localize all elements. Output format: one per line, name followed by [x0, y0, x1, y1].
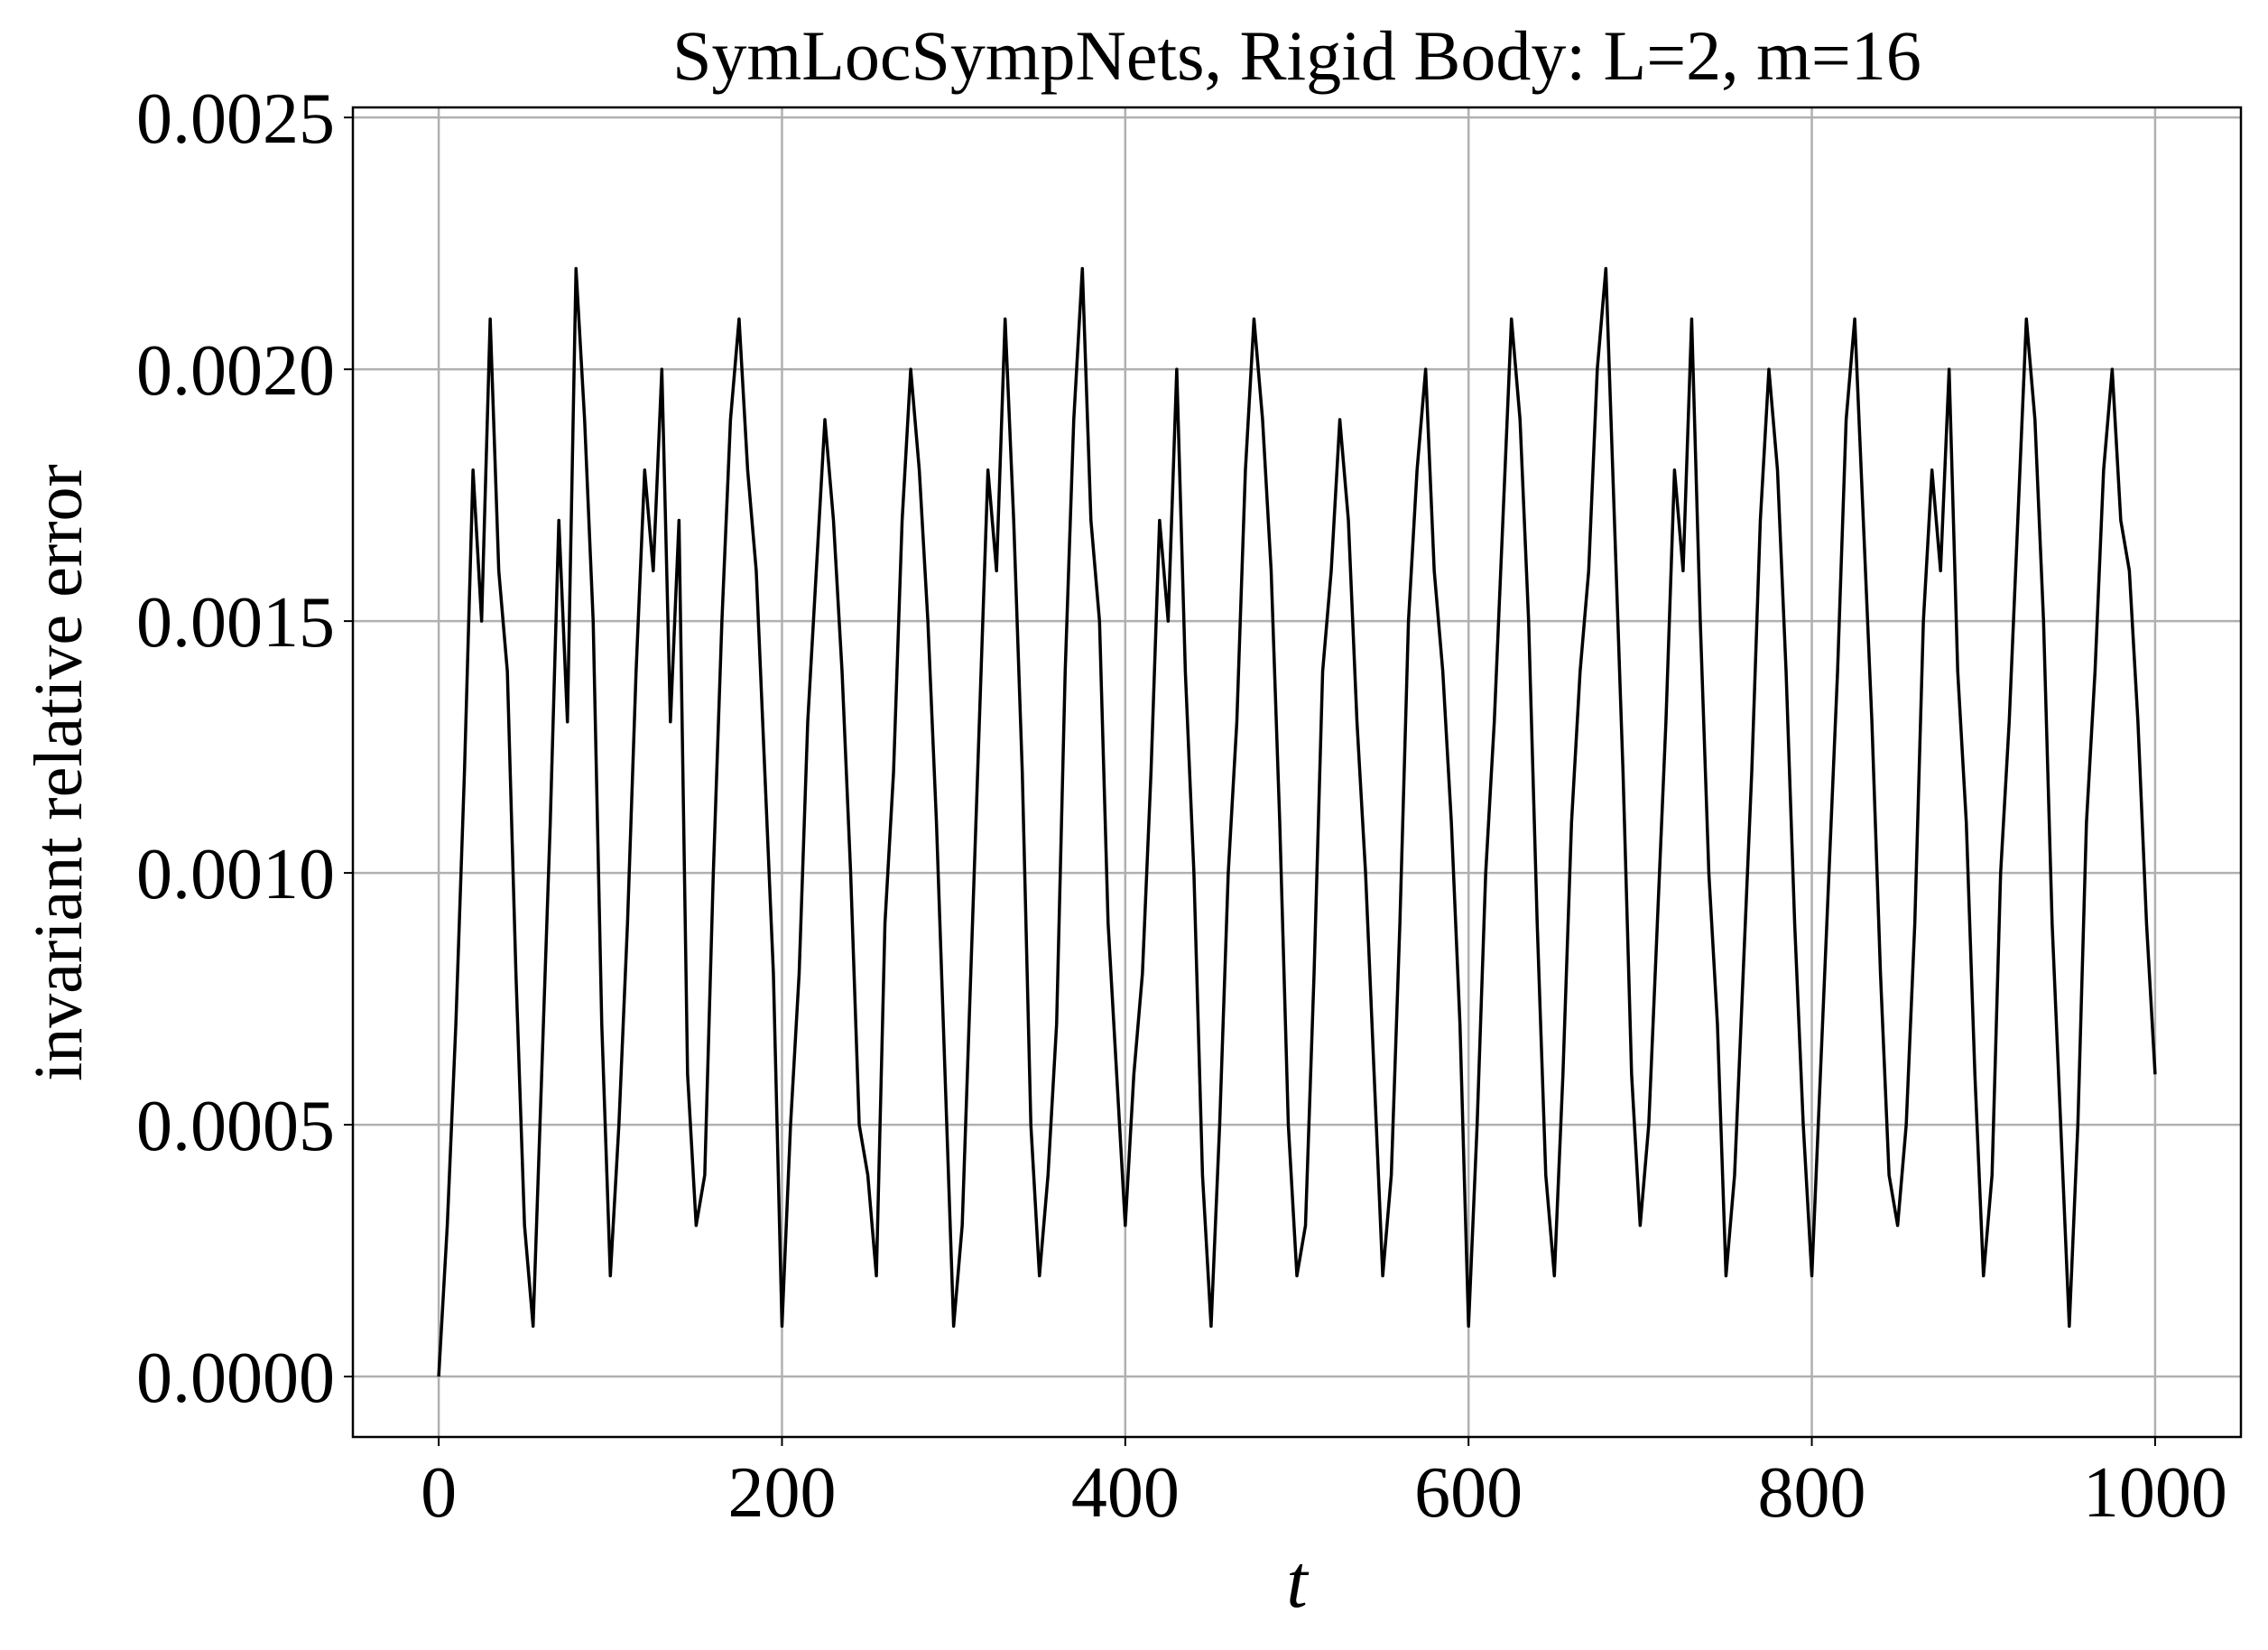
x-tick-label: 600 [1414, 1453, 1523, 1533]
x-tick-label: 800 [1758, 1453, 1866, 1533]
data-line [437, 266, 2157, 1377]
y-tick-label: 0.0000 [136, 1339, 335, 1418]
x-tick-label: 200 [727, 1453, 836, 1533]
x-tick-label: 400 [1071, 1453, 1180, 1533]
y-tick-label: 0.0020 [136, 331, 335, 411]
x-axis-label: t [1286, 1540, 1310, 1624]
y-tick-label: 0.0005 [136, 1087, 335, 1166]
y-axis-label: invariant relative error [21, 464, 97, 1081]
plot-frame [351, 106, 2243, 1439]
y-tick-label: 0.0015 [136, 583, 335, 663]
y-tick-label: 0.0010 [136, 835, 335, 914]
y-tick-label: 0.0025 [136, 79, 335, 159]
x-tick-label: 0 [421, 1453, 457, 1533]
chart-title: SymLocSympNets, Rigid Body: L=2, m=16 [672, 16, 1921, 95]
x-tick-label: 1000 [2083, 1453, 2227, 1533]
